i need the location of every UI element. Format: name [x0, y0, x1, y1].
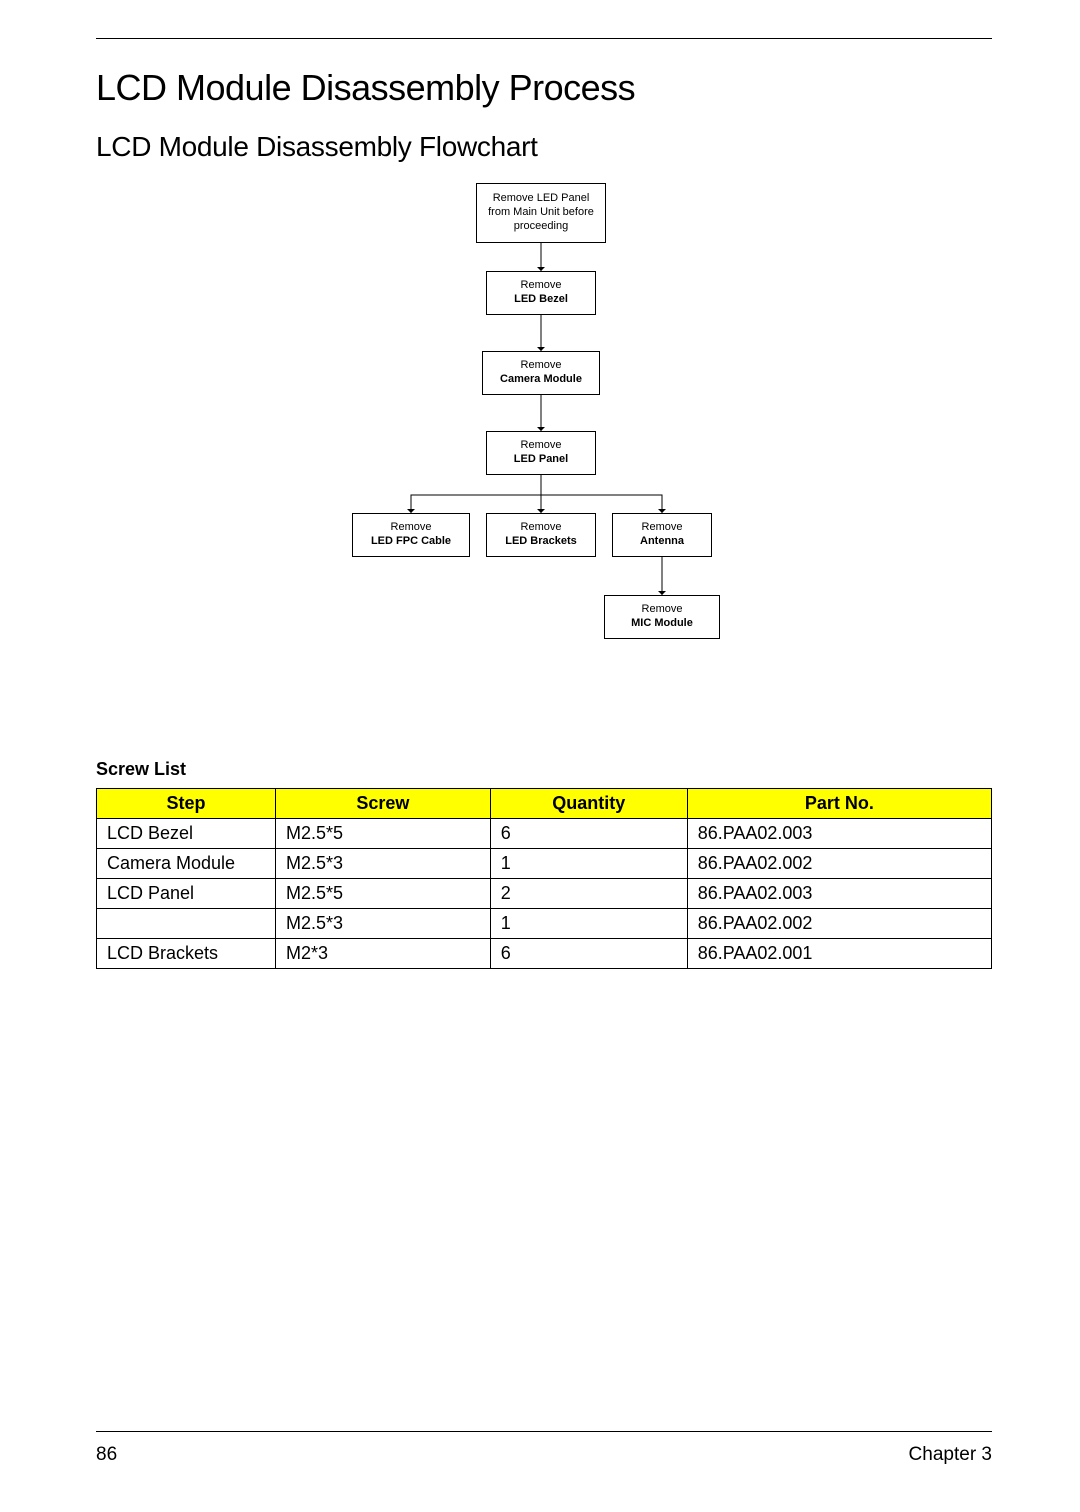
table-row: M2.5*3186.PAA02.002: [97, 909, 992, 939]
flow-node-n6: RemoveLED Brackets: [486, 513, 596, 557]
flow-node-line1: Remove: [642, 603, 683, 617]
table-cell: M2.5*3: [276, 849, 491, 879]
table-cell: 86.PAA02.003: [687, 879, 991, 909]
flow-node-line1: Remove: [521, 279, 562, 293]
table-cell: LCD Panel: [97, 879, 276, 909]
flow-node-n5: RemoveLED FPC Cable: [352, 513, 470, 557]
screw-col-screw: Screw: [276, 789, 491, 819]
table-cell: LCD Brackets: [97, 939, 276, 969]
table-cell: [97, 909, 276, 939]
screw-col-step: Step: [97, 789, 276, 819]
flow-node-line2: LED Bezel: [514, 293, 568, 307]
flow-node-line2: Antenna: [640, 535, 684, 549]
flowchart: Remove LED Panel from Main Unit before p…: [334, 183, 754, 743]
table-cell: M2.5*5: [276, 879, 491, 909]
screw-table: Step Screw Quantity Part No. LCD BezelM2…: [96, 788, 992, 969]
table-cell: 86.PAA02.003: [687, 819, 991, 849]
flow-node-line2: LED Brackets: [505, 535, 577, 549]
page: LCD Module Disassembly Process LCD Modul…: [0, 0, 1080, 1017]
flow-node-line1: Remove: [521, 521, 562, 535]
flow-node-line1: Remove: [521, 439, 562, 453]
flow-node-line2: LED Panel: [514, 453, 568, 467]
table-cell: 6: [490, 939, 687, 969]
flow-node-n1: Remove LED Panel from Main Unit before p…: [476, 183, 606, 243]
flow-node-line2: MIC Module: [631, 617, 693, 631]
flow-node-line1: Remove: [521, 359, 562, 373]
page-title-h2: LCD Module Disassembly Flowchart: [96, 131, 992, 163]
table-cell: 6: [490, 819, 687, 849]
flow-node-line2: Camera Module: [500, 373, 582, 387]
table-cell: Camera Module: [97, 849, 276, 879]
table-row: LCD PanelM2.5*5286.PAA02.003: [97, 879, 992, 909]
page-number: 86: [96, 1444, 117, 1466]
table-cell: M2.5*5: [276, 819, 491, 849]
flowchart-container: Remove LED Panel from Main Unit before p…: [96, 183, 992, 743]
flow-node-n8: RemoveMIC Module: [604, 595, 720, 639]
flow-node-line2: LED FPC Cable: [371, 535, 451, 549]
screw-table-body: LCD BezelM2.5*5686.PAA02.003Camera Modul…: [97, 819, 992, 969]
flow-node-n2: RemoveLED Bezel: [486, 271, 596, 315]
page-footer: 86 Chapter 3: [96, 1431, 992, 1466]
table-cell: 2: [490, 879, 687, 909]
flow-node-line1: Remove LED Panel from Main Unit before p…: [483, 192, 599, 233]
flow-node-n4: RemoveLED Panel: [486, 431, 596, 475]
flow-node-line1: Remove: [642, 521, 683, 535]
screw-list-title: Screw List: [96, 759, 992, 780]
flow-node-line1: Remove: [391, 521, 432, 535]
table-row: LCD BezelM2.5*5686.PAA02.003: [97, 819, 992, 849]
chapter-label: Chapter 3: [909, 1444, 992, 1466]
table-cell: LCD Bezel: [97, 819, 276, 849]
table-cell: 1: [490, 909, 687, 939]
table-cell: M2*3: [276, 939, 491, 969]
table-cell: 86.PAA02.001: [687, 939, 991, 969]
screw-col-part: Part No.: [687, 789, 991, 819]
table-cell: 86.PAA02.002: [687, 849, 991, 879]
flow-node-n3: RemoveCamera Module: [482, 351, 600, 395]
screw-col-qty: Quantity: [490, 789, 687, 819]
top-rule: [96, 38, 992, 39]
table-row: LCD BracketsM2*3686.PAA02.001: [97, 939, 992, 969]
table-cell: 1: [490, 849, 687, 879]
flow-node-n7: RemoveAntenna: [612, 513, 712, 557]
table-cell: M2.5*3: [276, 909, 491, 939]
page-title-h1: LCD Module Disassembly Process: [96, 67, 992, 109]
screw-table-head: Step Screw Quantity Part No.: [97, 789, 992, 819]
table-row: Camera ModuleM2.5*3186.PAA02.002: [97, 849, 992, 879]
table-cell: 86.PAA02.002: [687, 909, 991, 939]
